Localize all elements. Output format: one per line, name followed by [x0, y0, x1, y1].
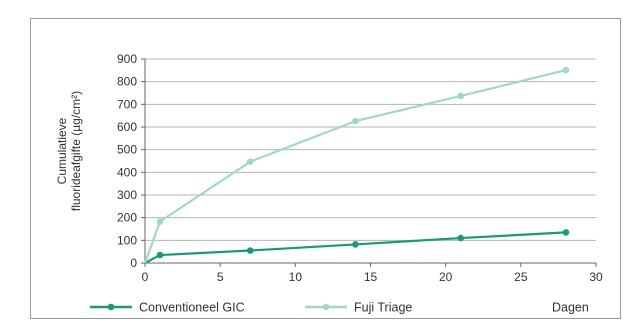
data-point: [352, 241, 359, 248]
y-tick-label: 200: [117, 211, 137, 225]
x-tick-label: 20: [439, 270, 453, 284]
x-tick-label: 10: [289, 270, 303, 284]
legend: Conventioneel GIC Fuji Triage: [90, 301, 412, 315]
data-point: [457, 92, 465, 100]
data-point: [562, 229, 570, 236]
data-point: [246, 247, 254, 254]
y-axis-label-line-2: fluorideafgifte (µg/cm²): [69, 91, 83, 211]
x-tick-label: 5: [217, 270, 224, 284]
y-tick-label: 900: [117, 52, 137, 66]
x-tick-label: 15: [364, 270, 378, 284]
legend-marker: [322, 303, 330, 311]
x-tick-label: 25: [514, 270, 528, 284]
data-series: [143, 66, 570, 264]
series-line-2: [143, 69, 567, 264]
legend-marker: [107, 303, 115, 311]
data-point: [156, 218, 164, 225]
axes: [141, 58, 597, 267]
legend-label: Conventioneel GIC: [139, 301, 245, 315]
y-tick-label: 600: [117, 120, 137, 134]
y-tick-label: 500: [117, 143, 137, 157]
data-point: [562, 66, 570, 74]
data-point: [457, 234, 465, 242]
y-tick-label: 800: [117, 75, 137, 89]
x-tick-label: 30: [589, 270, 603, 284]
y-tick-label: 300: [117, 188, 137, 202]
chart-frame: [30, 18, 621, 319]
data-point: [156, 251, 164, 259]
x-axis-label: Dagen: [552, 301, 589, 315]
legend-label: Fuji Triage: [354, 301, 412, 315]
tick-labels: 0 100 200 300 400 500 600 700 800 900 0 5 10 15 20 25 30: [117, 52, 603, 284]
y-axis-label-line-1: Cumulatieve: [55, 117, 69, 184]
y-tick-label: 400: [117, 165, 137, 179]
data-point: [246, 158, 254, 165]
y-tick-label: 700: [117, 97, 137, 111]
y-tick-label: 0: [130, 256, 137, 270]
x-tick-label: 0: [142, 270, 149, 284]
grid-lines: [145, 58, 596, 241]
data-point: [352, 117, 359, 125]
y-tick-label: 100: [117, 233, 137, 247]
